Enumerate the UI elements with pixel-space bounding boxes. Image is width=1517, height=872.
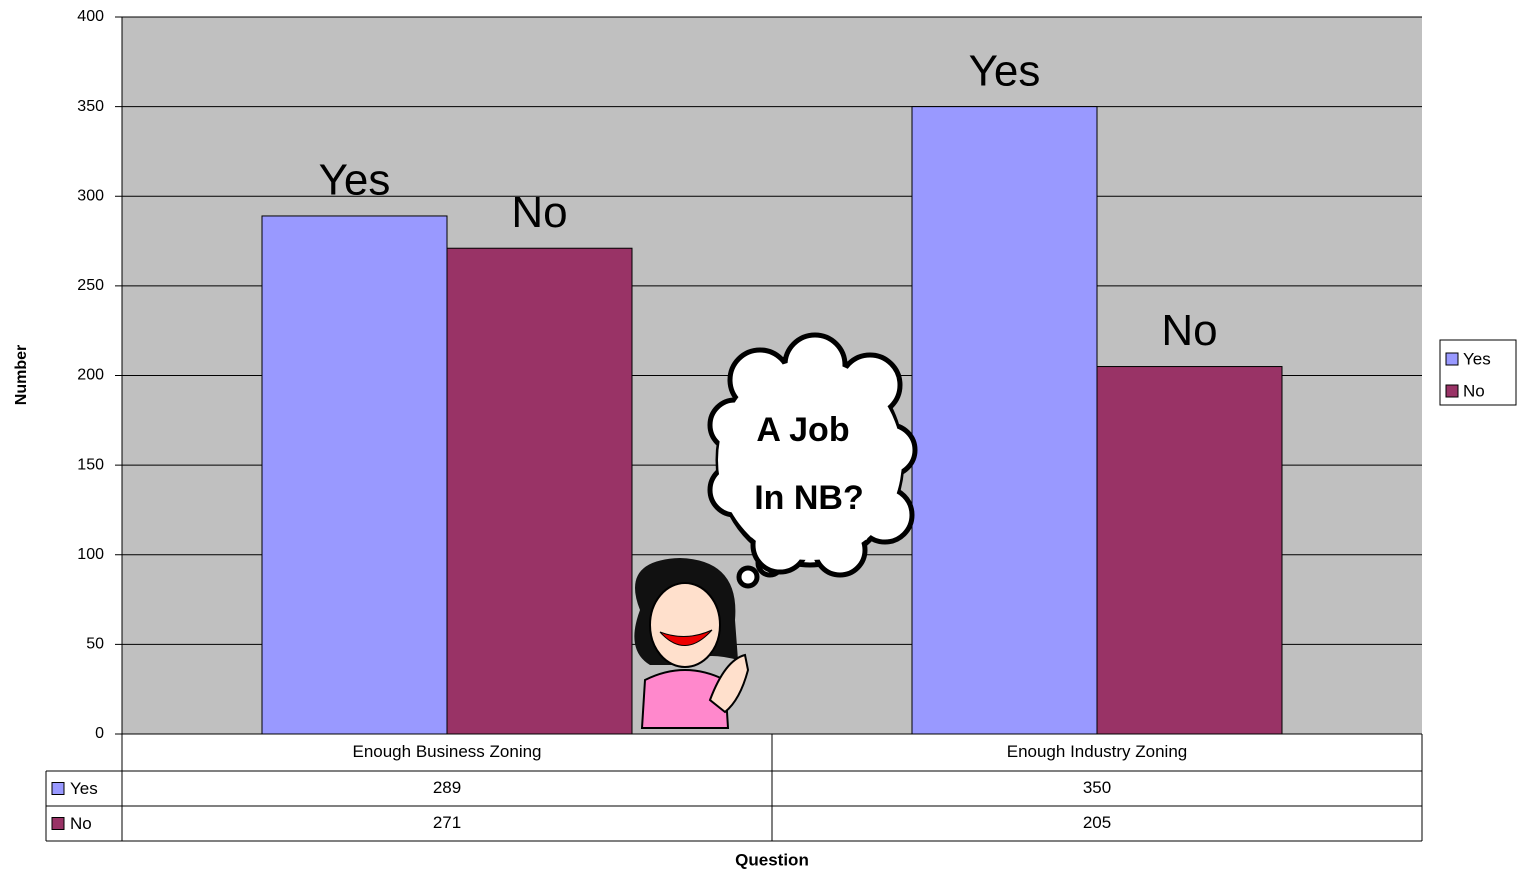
legend-key bbox=[1445, 352, 1459, 366]
annotation: A Job bbox=[756, 411, 849, 449]
data-label: Yes bbox=[319, 156, 391, 205]
table-series-name: Yes bbox=[70, 779, 98, 798]
legend-key bbox=[1445, 384, 1459, 398]
cartoon bbox=[634, 332, 918, 729]
table-series-name: No bbox=[70, 814, 92, 833]
y-tick-label: 100 bbox=[77, 546, 104, 563]
bar bbox=[911, 106, 1098, 735]
table-value: 350 bbox=[1083, 778, 1111, 797]
y-tick-label: 150 bbox=[77, 456, 104, 473]
legend-label: Yes bbox=[1463, 349, 1491, 368]
data-label: No bbox=[1161, 306, 1217, 355]
table-value: 289 bbox=[433, 778, 461, 797]
bar bbox=[261, 215, 448, 735]
y-tick-label: 0 bbox=[95, 725, 104, 742]
table-key bbox=[51, 817, 65, 830]
data-label: Yes bbox=[969, 46, 1041, 95]
x-tick-label: Enough Business Zoning bbox=[352, 742, 541, 761]
bubble-fill bbox=[718, 360, 902, 560]
hand bbox=[708, 653, 750, 714]
legend-label: No bbox=[1463, 381, 1485, 400]
y-tick-label: 50 bbox=[86, 636, 104, 653]
table-value: 271 bbox=[433, 813, 461, 832]
y-axis-title: Number bbox=[13, 345, 30, 405]
face bbox=[649, 582, 721, 668]
y-tick-label: 350 bbox=[77, 98, 104, 115]
y-tick-label: 200 bbox=[77, 367, 104, 384]
mouth bbox=[659, 629, 713, 646]
table-value: 205 bbox=[1083, 813, 1111, 832]
annotation: In NB? bbox=[754, 479, 864, 517]
x-tick-label: Enough Industry Zoning bbox=[1007, 742, 1188, 761]
x-axis-title: Question bbox=[735, 850, 809, 869]
y-tick-label: 400 bbox=[77, 8, 104, 25]
bar bbox=[1096, 366, 1283, 735]
y-tick-label: 300 bbox=[77, 187, 104, 204]
data-label: No bbox=[511, 188, 567, 237]
table-key bbox=[51, 782, 65, 795]
bar bbox=[446, 247, 633, 735]
y-tick-label: 250 bbox=[77, 277, 104, 294]
